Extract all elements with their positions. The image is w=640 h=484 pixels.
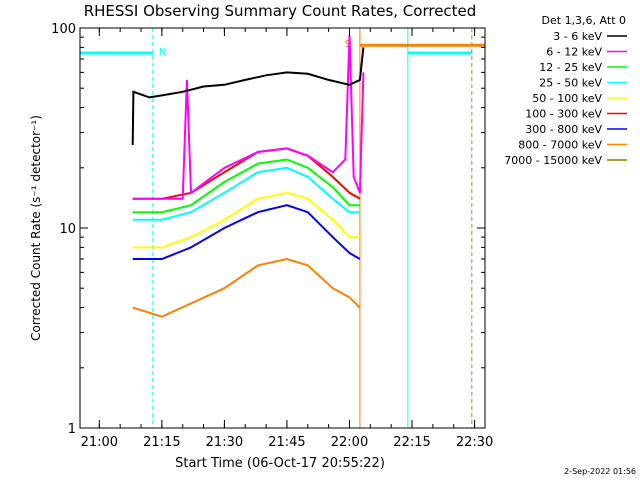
legend: 3 - 6 keV 6 - 12 keV 12 - 25 keV 25 - 50 ke… [504,30,627,167]
series-line-25-50keV [132,166,360,221]
series-line-300-800keV [132,204,361,260]
legend-label: 12 - 25 keV [539,61,602,74]
series-line-50-100keV [132,191,360,249]
series-line-3-6keV [131,47,365,146]
series-line-800-7000keV [132,257,361,318]
legend-label: 50 - 100 keV [532,92,602,105]
x-axis-label: Start Time (06-Oct-17 20:55:22) [175,456,385,471]
data-layer: NS [79,28,485,428]
series-line-12-25keV [132,158,360,214]
legend-label: 800 - 7000 keV [518,139,602,152]
series-line-6-12keV [132,35,365,200]
x-tick-label: 22:15 [393,435,430,450]
axis-layer: 21:00 21:15 21:30 21:45 22:00 22:15 22:30 1 10 10… [51,22,493,450]
plot-frame [79,27,486,429]
x-tick-label: 21:00 [81,435,118,450]
timestamp: 2-Sep-2022 01:56 [564,467,636,476]
y-tick-label: 100 [51,22,76,37]
x-tick-label: 22:30 [456,435,493,450]
x-tick-label: 21:30 [206,435,243,450]
legend-label: 7000 - 15000 keV [504,154,602,167]
chart-title: RHESSI Observing Summary Count Rates, Co… [84,2,477,20]
y-tick-label: 10 [59,222,76,237]
legend-label: 300 - 800 keV [525,123,602,136]
x-tick-label: 21:45 [268,435,305,450]
annotation-label-S: S [345,39,351,50]
y-axis-label: Corrected Count Rate (s⁻¹ detector⁻¹) [29,115,43,341]
y-tick-label: 1 [68,422,76,437]
legend-label: 25 - 50 keV [539,77,602,90]
annotation-label-N: N [159,47,166,58]
x-tick-label: 21:15 [143,435,180,450]
legend-title: Det 1,3,6, Att 0 [542,14,626,27]
legend-label: 6 - 12 keV [546,46,602,59]
series-line-100-300keV [132,147,361,200]
legend-label: 100 - 300 keV [525,108,602,121]
x-tick-label: 22:00 [331,435,368,450]
legend-label: 3 - 6 keV [553,30,602,43]
